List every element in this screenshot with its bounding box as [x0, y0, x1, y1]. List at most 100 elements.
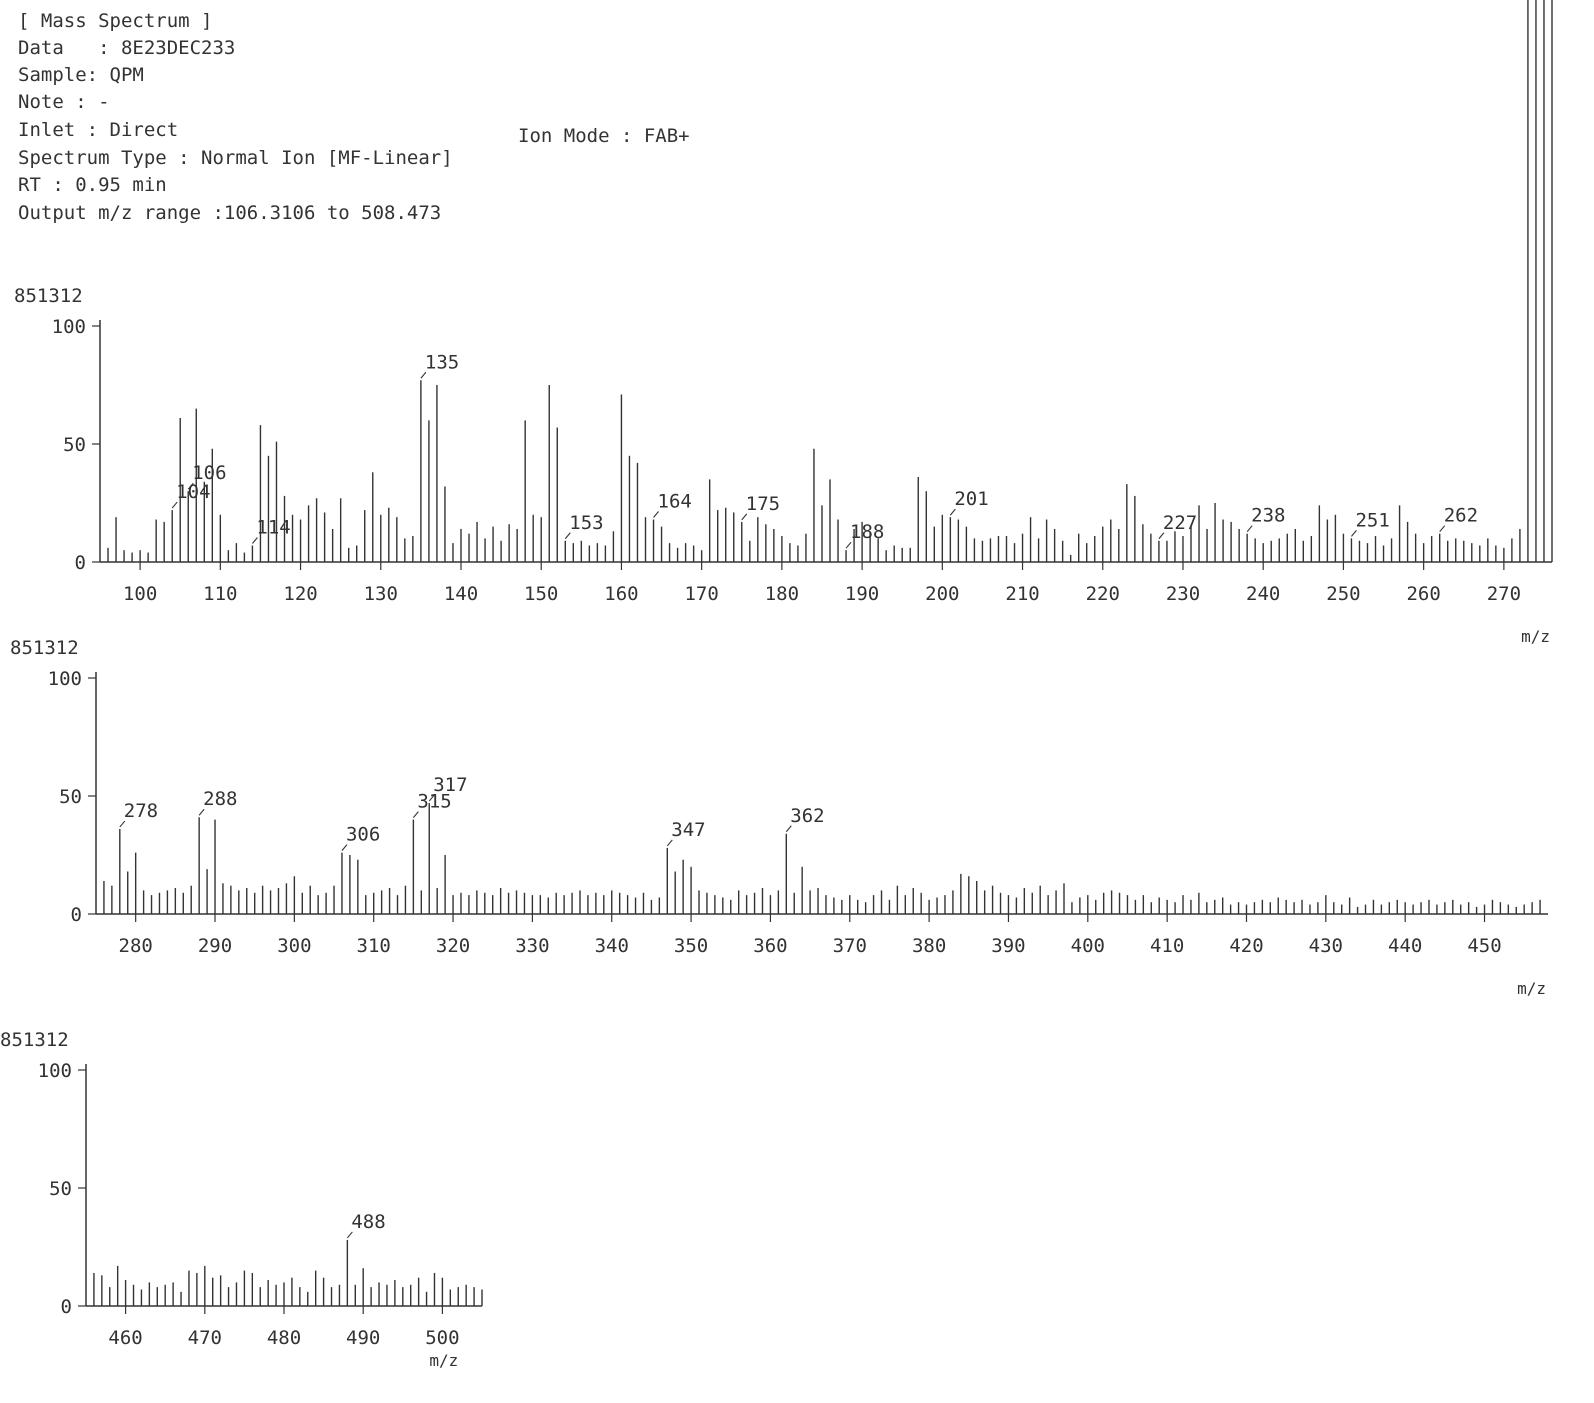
- peak-label-leader: [171, 501, 178, 509]
- peak-label-188: 188: [850, 521, 884, 543]
- x-tick-label: 240: [1246, 583, 1280, 605]
- note-line: Note : -: [18, 91, 110, 113]
- peak-label-262: 262: [1444, 505, 1478, 527]
- x-tick-label: 170: [684, 583, 718, 605]
- peak-label-251: 251: [1355, 509, 1389, 531]
- x-tick-label: 190: [845, 583, 879, 605]
- y-tick-label: 50: [59, 786, 82, 808]
- spectrum-panel-3: 851312 0 50 100 460 470 480 490 500 m/z 488: [0, 1029, 483, 1370]
- y-tick-label: 50: [49, 1178, 72, 1200]
- peak-label-164: 164: [658, 491, 692, 513]
- y-tick-label: 100: [52, 316, 86, 338]
- x-axis-label: m/z: [1517, 979, 1546, 998]
- y-tick-label: 50: [63, 434, 86, 456]
- x-tick-label: 360: [753, 935, 787, 957]
- peak-label-288: 288: [203, 788, 237, 810]
- peak-label-175: 175: [746, 493, 780, 515]
- peak-label-315: 315: [417, 791, 451, 813]
- x-tick-label: 370: [833, 935, 867, 957]
- peak-label-leader: [187, 482, 194, 490]
- x-tick-label: 290: [198, 935, 232, 957]
- peak-label-leader: [1158, 532, 1165, 540]
- peak-label-238: 238: [1251, 505, 1285, 527]
- x-tick-label: 280: [119, 935, 153, 957]
- inlet-line: Inlet : Direct: [18, 119, 179, 141]
- peak-label-227: 227: [1163, 512, 1197, 534]
- peak-label-153: 153: [569, 512, 603, 534]
- spectrum-type-line: Spectrum Type : Normal Ion [MF-Linear]: [18, 147, 453, 169]
- peak-label-leader: [341, 844, 348, 851]
- intensity-label: 851312: [14, 285, 83, 307]
- peak-label-leader: [653, 511, 659, 518]
- x-tick-label: 340: [595, 935, 629, 957]
- x-tick-label: 450: [1467, 935, 1501, 957]
- peak-label-317: 317: [433, 774, 467, 796]
- peak-label-488: 488: [351, 1211, 385, 1233]
- x-tick-label: 390: [991, 935, 1025, 957]
- x-tick-label: 150: [524, 583, 558, 605]
- x-tick-label: 430: [1309, 935, 1343, 957]
- peak-label-leader: [666, 839, 673, 847]
- x-tick-label: 260: [1406, 583, 1440, 605]
- x-tick-label: 490: [346, 1327, 380, 1349]
- x-tick-label: 300: [277, 935, 311, 957]
- output-range-line: Output m/z range :106.3106 to 508.473: [18, 202, 442, 224]
- peak-label-114: 114: [256, 516, 290, 538]
- x-tick-label: 500: [425, 1327, 459, 1349]
- x-tick-label: 100: [123, 583, 157, 605]
- peak-label-leader: [119, 820, 126, 828]
- sample-line: Sample: QPM: [18, 64, 144, 86]
- x-tick-label: 350: [674, 935, 708, 957]
- peak-label-347: 347: [671, 819, 705, 841]
- x-tick-label: 160: [604, 583, 638, 605]
- x-tick-label: 200: [925, 583, 959, 605]
- spectrum-panel-2: 851312 0 50 100 280 290 300 310 320 330 340 350 360 3…: [10, 637, 1548, 998]
- y-tick-label: 100: [38, 1060, 72, 1082]
- ion-mode-line: Ion Mode : FAB+: [518, 125, 690, 147]
- x-tick-label: 470: [188, 1327, 222, 1349]
- x-tick-label: 110: [203, 583, 237, 605]
- peak-label-leader: [949, 508, 956, 516]
- x-tick-label: 410: [1150, 935, 1184, 957]
- x-tick-label: 330: [515, 935, 549, 957]
- x-tick-label: 480: [267, 1327, 301, 1349]
- peak-label-106: 106: [192, 462, 226, 484]
- intensity-label: 851312: [0, 1029, 69, 1051]
- peak-label-leader: [785, 825, 792, 833]
- x-axis-label: m/z: [1521, 627, 1550, 646]
- peak-label-leader: [1439, 525, 1446, 533]
- peak-label-leader: [845, 541, 852, 549]
- x-tick-label: 440: [1388, 935, 1422, 957]
- peak-label-leader: [198, 808, 205, 816]
- x-axis-label: m/z: [429, 1351, 458, 1370]
- x-tick-label: 380: [912, 935, 946, 957]
- x-tick-label: 210: [1005, 583, 1039, 605]
- peak-label-278: 278: [124, 800, 158, 822]
- peak-label-leader: [428, 794, 435, 802]
- x-tick-label: 180: [765, 583, 799, 605]
- y-tick-label: 0: [71, 904, 82, 926]
- x-tick-label: 400: [1071, 935, 1105, 957]
- x-tick-label: 130: [364, 583, 398, 605]
- peak-label-leader: [412, 811, 419, 818]
- x-tick-label: 310: [357, 935, 391, 957]
- x-tick-label: 120: [283, 583, 317, 605]
- x-tick-label: 420: [1229, 935, 1263, 957]
- peak-label-362: 362: [790, 805, 824, 827]
- peak-label-leader: [1246, 525, 1253, 533]
- x-tick-label: 230: [1166, 583, 1200, 605]
- data-line: Data : 8E23DEC233: [18, 37, 236, 59]
- y-tick-label: 0: [75, 552, 86, 574]
- peak-label-306: 306: [346, 824, 380, 846]
- spectrum-panel-1: 851312 0 50 100 100 110 120 130 140 150 160 170 180 1…: [14, 0, 1553, 646]
- x-tick-label: 220: [1086, 583, 1120, 605]
- peak-label-104: 104: [176, 481, 210, 503]
- y-tick-label: 0: [61, 1296, 72, 1318]
- spectrum-title: [ Mass Spectrum ]: [18, 10, 213, 32]
- x-tick-label: 320: [436, 935, 470, 957]
- peak-label-leader: [420, 371, 427, 379]
- x-tick-label: 460: [108, 1327, 142, 1349]
- peak-label-leader: [741, 513, 748, 521]
- x-tick-label: 140: [444, 583, 478, 605]
